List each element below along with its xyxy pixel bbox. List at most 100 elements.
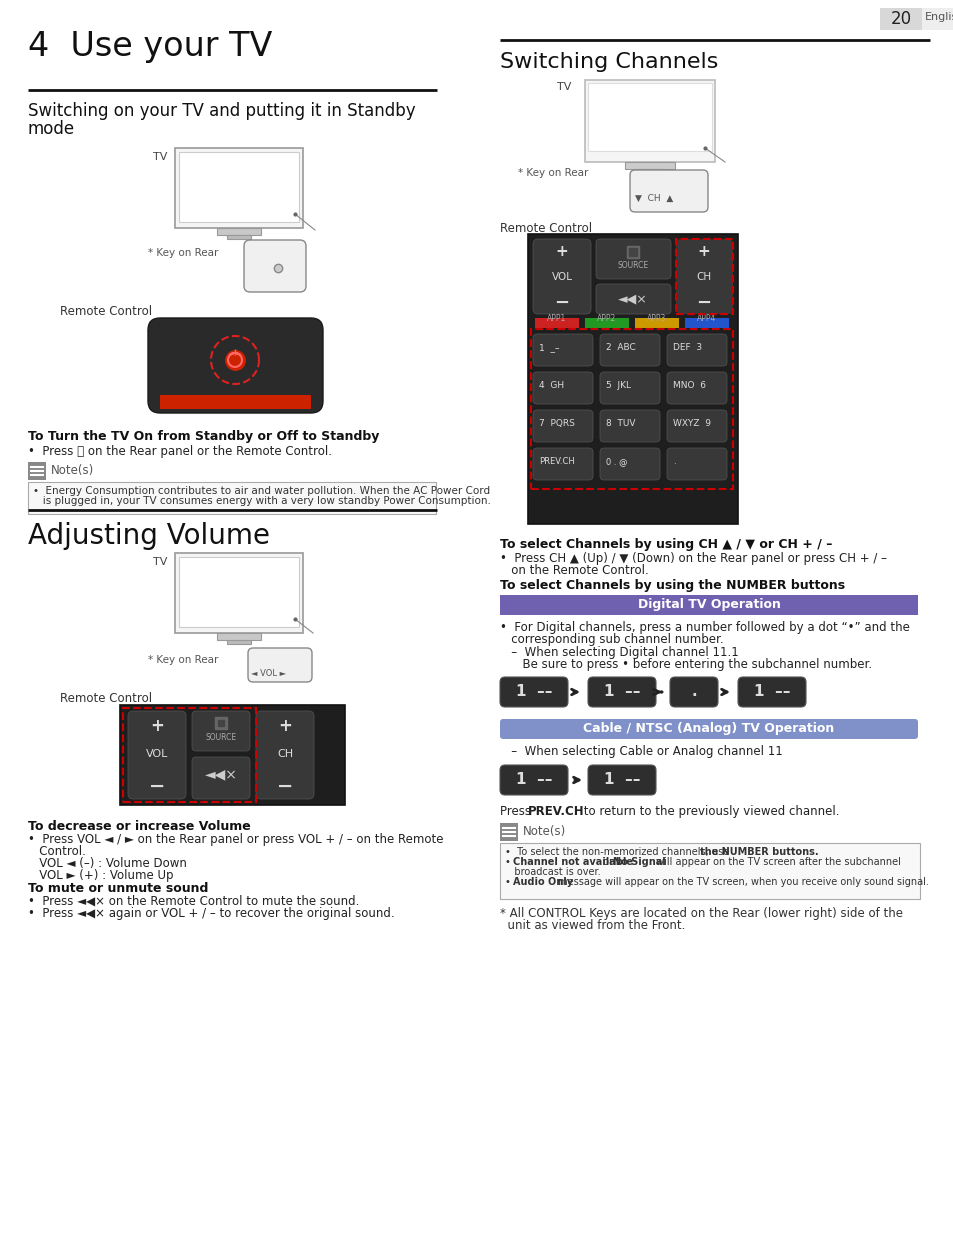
Text: TV: TV — [557, 82, 571, 91]
FancyBboxPatch shape — [587, 764, 656, 795]
Bar — [160, 395, 311, 409]
Text: CH: CH — [276, 748, 293, 760]
Text: or: or — [599, 857, 616, 867]
Bar — [120, 705, 345, 805]
Bar — [28, 462, 46, 480]
Text: Remote Control: Remote Control — [60, 305, 152, 317]
Bar — [174, 148, 303, 228]
FancyBboxPatch shape — [499, 595, 917, 615]
Text: VOL ► (+) : Volume Up: VOL ► (+) : Volume Up — [28, 869, 173, 882]
Text: Adjusting Volume: Adjusting Volume — [28, 522, 270, 550]
FancyBboxPatch shape — [533, 410, 593, 442]
FancyBboxPatch shape — [596, 240, 670, 279]
Bar — [499, 823, 517, 841]
FancyBboxPatch shape — [499, 719, 917, 739]
FancyBboxPatch shape — [192, 711, 250, 751]
Text: unit as viewed from the Front.: unit as viewed from the Front. — [499, 919, 684, 932]
Bar — [179, 557, 298, 627]
FancyBboxPatch shape — [499, 677, 567, 706]
Text: –  When selecting Digital channel 11.1: – When selecting Digital channel 11.1 — [499, 646, 738, 659]
Text: TV: TV — [152, 557, 167, 567]
Text: −: − — [554, 294, 569, 312]
Text: mode: mode — [28, 120, 75, 138]
FancyBboxPatch shape — [533, 333, 593, 366]
Text: Note(s): Note(s) — [51, 464, 94, 477]
Text: SOURCE: SOURCE — [205, 734, 236, 742]
FancyBboxPatch shape — [128, 711, 186, 799]
Text: DEF  3: DEF 3 — [672, 343, 701, 352]
Bar — [227, 640, 251, 643]
Text: .: . — [691, 684, 696, 699]
Bar — [280, 653, 299, 667]
Text: ◄ VOL ►: ◄ VOL ► — [251, 669, 286, 678]
Bar — [257, 249, 266, 254]
FancyBboxPatch shape — [148, 317, 323, 412]
Bar — [531, 329, 732, 489]
Bar — [253, 653, 273, 667]
FancyBboxPatch shape — [669, 677, 718, 706]
Text: •  Press VOL ◄ / ► on the Rear panel or press VOL + / – on the Remote: • Press VOL ◄ / ► on the Rear panel or p… — [28, 832, 443, 846]
Bar — [174, 553, 303, 634]
Text: message will appear on the TV screen, when you receive only sound signal.: message will appear on the TV screen, wh… — [555, 877, 928, 887]
FancyBboxPatch shape — [666, 410, 726, 442]
Text: +: + — [555, 245, 568, 259]
Text: To Turn the TV On from Standby or Off to Standby: To Turn the TV On from Standby or Off to… — [28, 430, 379, 443]
Text: •  Press ◄◀× on the Remote Control to mute the sound.: • Press ◄◀× on the Remote Control to mut… — [28, 895, 359, 908]
Bar — [635, 169, 664, 173]
Bar — [252, 248, 272, 262]
Text: 2  ABC: 2 ABC — [605, 343, 635, 352]
Bar — [879, 7, 921, 30]
Text: Remote Control: Remote Control — [60, 692, 152, 705]
Text: 1  ––: 1 –– — [516, 772, 552, 787]
Text: Remote Control: Remote Control — [499, 222, 592, 235]
Bar — [527, 233, 738, 524]
Text: to return to the previously viewed channel.: to return to the previously viewed chann… — [579, 805, 839, 818]
Bar — [921, 7, 953, 30]
Text: 5  JKL: 5 JKL — [605, 382, 630, 390]
Bar — [227, 235, 251, 240]
FancyBboxPatch shape — [599, 448, 659, 480]
Text: WXYZ  9: WXYZ 9 — [672, 419, 710, 429]
Bar — [624, 162, 675, 169]
Text: VOL: VOL — [551, 272, 572, 282]
FancyBboxPatch shape — [599, 333, 659, 366]
Text: Note(s): Note(s) — [522, 825, 566, 839]
Text: To select Channels by using CH ▲ / ▼ or CH + / –: To select Channels by using CH ▲ / ▼ or … — [499, 538, 832, 551]
FancyBboxPatch shape — [499, 764, 567, 795]
Text: −: − — [276, 777, 293, 797]
Bar — [587, 83, 711, 151]
Bar — [671, 175, 698, 191]
FancyBboxPatch shape — [629, 170, 707, 212]
Text: To mute or unmute sound: To mute or unmute sound — [28, 882, 208, 895]
Text: 0 . @: 0 . @ — [605, 457, 627, 466]
Text: Channel not available: Channel not available — [513, 857, 633, 867]
Text: MNO  6: MNO 6 — [672, 382, 705, 390]
Text: .: . — [672, 457, 675, 466]
Bar — [28, 482, 436, 514]
Bar — [684, 317, 728, 329]
Text: 8  TUV: 8 TUV — [605, 419, 635, 429]
Text: −: − — [696, 294, 711, 312]
FancyBboxPatch shape — [533, 240, 590, 314]
Text: VOL ◄ (–) : Volume Down: VOL ◄ (–) : Volume Down — [28, 857, 187, 869]
Text: CH: CH — [696, 272, 711, 282]
Bar — [584, 317, 628, 329]
Text: •  Press ⏻ on the Rear panel or the Remote Control.: • Press ⏻ on the Rear panel or the Remot… — [28, 445, 332, 458]
FancyBboxPatch shape — [587, 677, 656, 706]
Text: •  Energy Consumption contributes to air and water pollution. When the AC Power : • Energy Consumption contributes to air … — [33, 487, 490, 496]
Text: To select Channels by using the NUMBER buttons: To select Channels by using the NUMBER b… — [499, 579, 844, 592]
Text: VOL: VOL — [146, 748, 168, 760]
Text: To decrease or increase Volume: To decrease or increase Volume — [28, 820, 251, 832]
Text: Digital TV Operation: Digital TV Operation — [637, 598, 780, 611]
Text: Be sure to press • before entering the subchannel number.: Be sure to press • before entering the s… — [499, 658, 871, 671]
Text: TV: TV — [152, 152, 167, 162]
Text: APP2: APP2 — [597, 314, 616, 324]
Text: 4  GH: 4 GH — [538, 382, 563, 390]
FancyBboxPatch shape — [192, 757, 250, 799]
Text: •  Press CH ▲ (Up) / ▼ (Down) on the Rear panel or press CH + / –: • Press CH ▲ (Up) / ▼ (Down) on the Rear… — [499, 552, 886, 564]
FancyBboxPatch shape — [599, 372, 659, 404]
Text: 1  ––: 1 –– — [753, 684, 789, 699]
Text: corresponding sub channel number.: corresponding sub channel number. — [499, 634, 723, 646]
Text: APP4: APP4 — [697, 314, 716, 324]
Text: +: + — [150, 718, 164, 735]
